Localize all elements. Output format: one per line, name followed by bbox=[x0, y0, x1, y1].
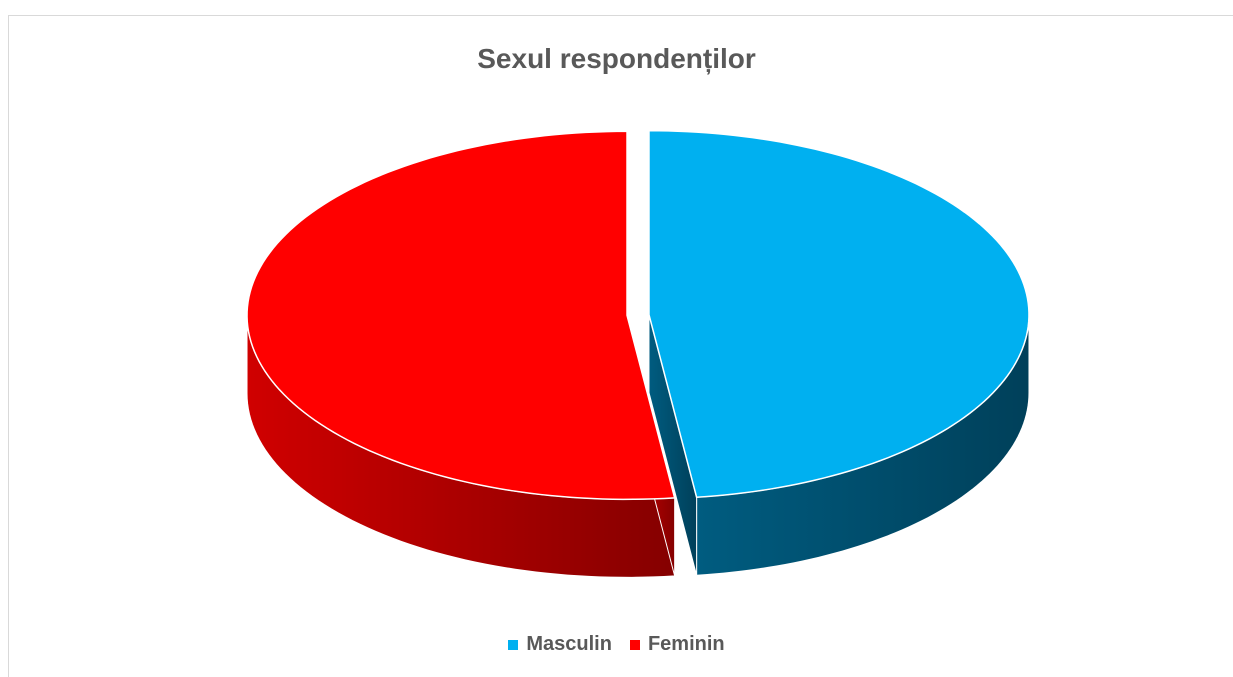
chart-title: Sexul respondenților bbox=[477, 43, 756, 74]
legend-item-masculin: Masculin bbox=[508, 633, 612, 656]
legend-swatch-masculin bbox=[508, 639, 519, 650]
legend-item-feminin: Feminin bbox=[629, 633, 725, 656]
chart-legend: Masculin Feminin bbox=[0, 633, 1233, 656]
legend-label-masculin: Masculin bbox=[526, 633, 612, 655]
pie-slice-feminin bbox=[246, 130, 676, 501]
pie-slice-masculin bbox=[648, 129, 1030, 498]
chart-frame bbox=[8, 15, 1233, 677]
legend-swatch-feminin bbox=[629, 639, 640, 650]
legend-label-feminin: Feminin bbox=[647, 633, 725, 655]
